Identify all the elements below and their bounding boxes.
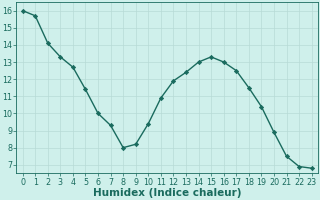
X-axis label: Humidex (Indice chaleur): Humidex (Indice chaleur) xyxy=(93,188,241,198)
